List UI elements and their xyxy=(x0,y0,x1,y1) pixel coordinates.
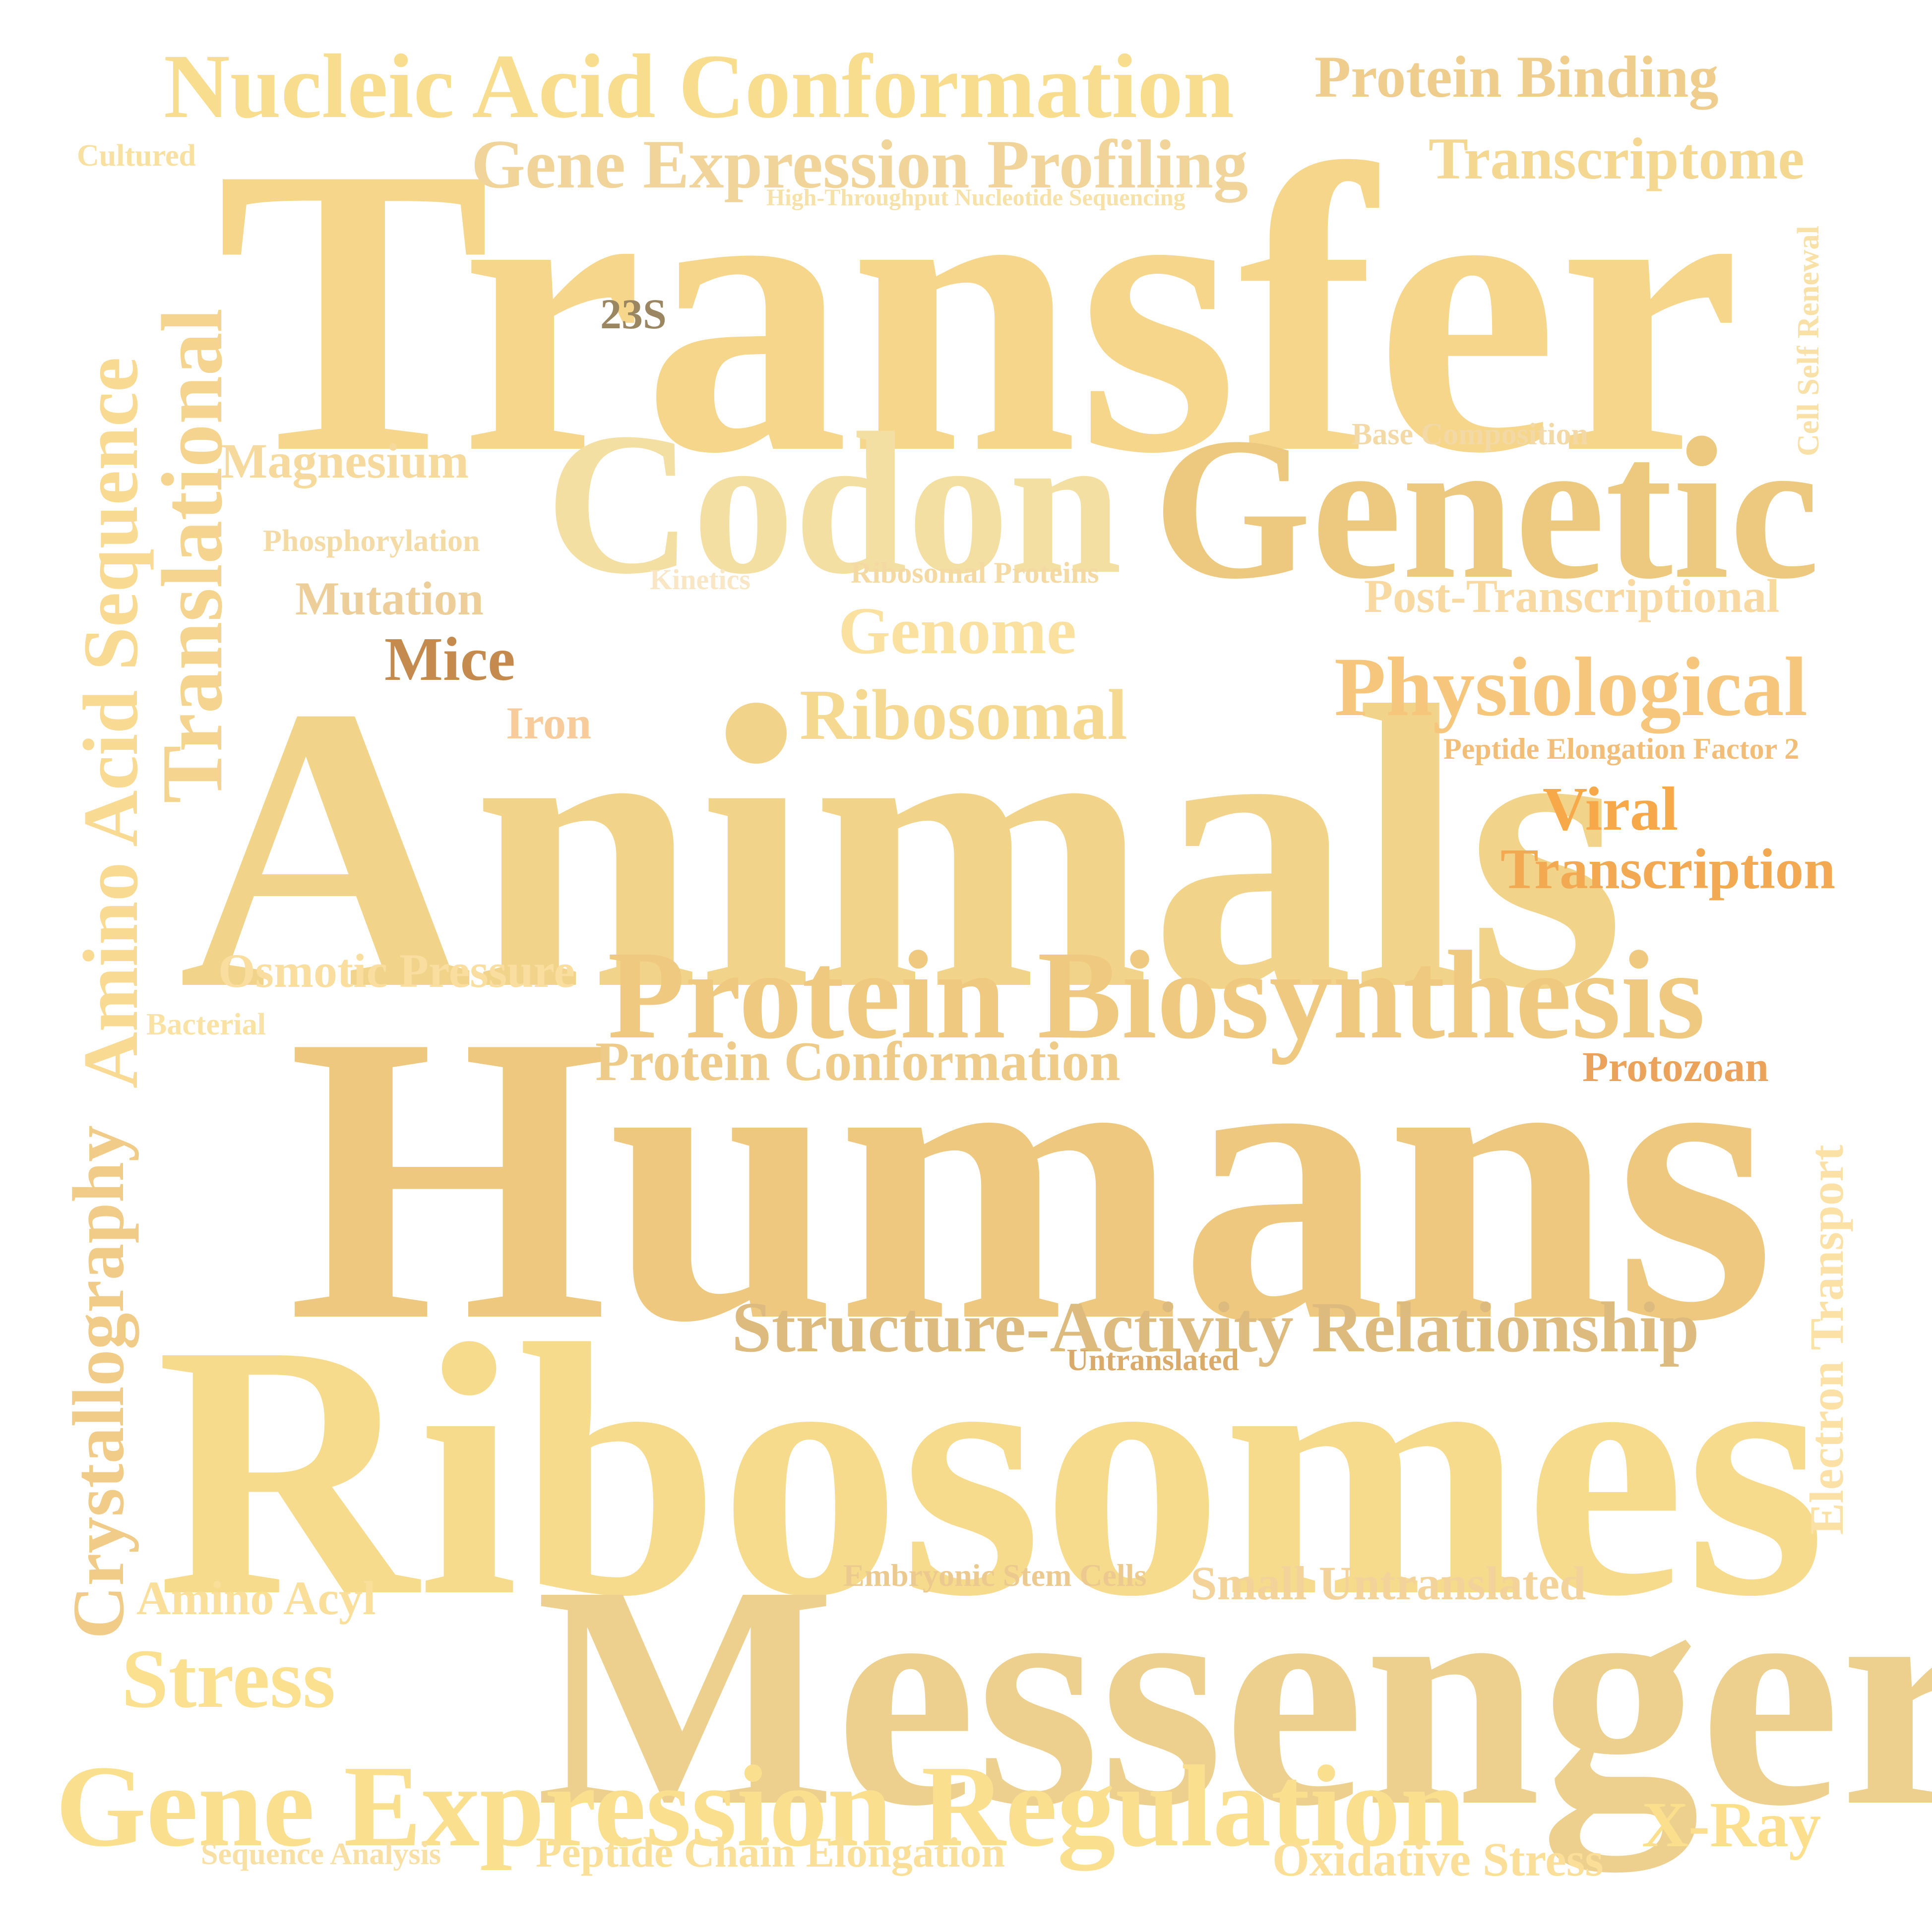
word-stress: Stress xyxy=(122,1632,336,1725)
word-high-throughput: High-Throughput Nucleotide Sequencing xyxy=(766,184,1185,211)
word-embryonic-stem-cells: Embryonic Stem Cells xyxy=(843,1558,1147,1593)
word-protein-binding: Protein Binding xyxy=(1314,44,1719,110)
word-ribosomal: Ribosomal xyxy=(800,675,1127,755)
word-x-ray: X-Ray xyxy=(1642,1789,1821,1861)
word-electron-transport: Electron Transport xyxy=(1800,1145,1853,1535)
word-mutation: Mutation xyxy=(295,572,484,625)
word-untranslated: Untranslated xyxy=(1066,1343,1239,1377)
word-base-composition: Base Composition xyxy=(1352,418,1589,451)
word-nucleic-acid-conformation: Nucleic Acid Conformation xyxy=(164,36,1235,137)
word-ribosomes: Ribosomes xyxy=(156,1269,1826,1671)
word-phosphorylation: Phosphorylation xyxy=(263,524,480,558)
word-animals: Animals xyxy=(179,623,1625,1073)
word-crystallography: Crystallography xyxy=(58,1125,139,1639)
word-kinetics: Kinetics xyxy=(650,563,750,596)
word-oxidative-stress: Oxidative Stress xyxy=(1272,1833,1604,1886)
word-post-transcriptional: Post-Transcriptional xyxy=(1364,570,1780,622)
word-protozoan: Protozoan xyxy=(1582,1043,1769,1090)
word-peptide-chain-elongation: Peptide Chain Elongation xyxy=(536,1828,1005,1876)
word-messenger: Messenger xyxy=(536,1520,1932,1872)
word-viral: Viral xyxy=(1543,775,1679,844)
word-ribosomal-proteins: Ribosomal Proteins xyxy=(851,556,1099,589)
word-iron: Iron xyxy=(506,698,592,748)
word-genome: Genome xyxy=(838,594,1076,668)
word-mice: Mice xyxy=(384,625,515,694)
word-amino-acid-sequence: Amino Acid Sequence xyxy=(67,357,154,1088)
word-cell-self-renewal: Cell Self Renewal xyxy=(1792,226,1825,456)
word-bacterial: Bacterial xyxy=(146,1008,266,1041)
word-protein-conformation: Protein Conformation xyxy=(595,1031,1121,1092)
word-sequence-analysis: Sequence Analysis xyxy=(201,1837,441,1871)
word-gene-expression-profiling: Gene Expression Profiling xyxy=(471,126,1248,203)
word-23s: 23S xyxy=(600,290,667,338)
word-protein-biosynthesis: Protein Biosynthesis xyxy=(608,925,1705,1065)
word-cultured: Cultured xyxy=(77,139,196,173)
word-small-untranslated: Small Untranslated xyxy=(1190,1557,1586,1610)
word-structure-activity-relationship: Structure-Activity Relationship xyxy=(732,1288,1699,1367)
word-physiological: Physiological xyxy=(1334,640,1807,733)
word-humans: Humans xyxy=(288,950,1775,1406)
word-amino-acyl: Amino Acyl xyxy=(136,1571,376,1625)
word-codon: Codon xyxy=(546,391,1122,616)
word-magnesium: Magnesium xyxy=(221,433,469,488)
word-translational: Translational xyxy=(144,308,240,803)
word-genetic: Genetic xyxy=(1153,396,1820,621)
word-transcriptome: Transcriptome xyxy=(1429,125,1805,191)
word-transcription: Transcription xyxy=(1500,838,1836,901)
word-osmotic-pressure: Osmotic Pressure xyxy=(218,944,575,997)
word-transfer: Transfer xyxy=(216,82,1741,538)
word-gene-expression-regulation: Gene Expression Regulation xyxy=(56,1742,1466,1871)
word-peptide-elongation-factor-2: Peptide Elongation Factor 2 xyxy=(1443,732,1800,765)
